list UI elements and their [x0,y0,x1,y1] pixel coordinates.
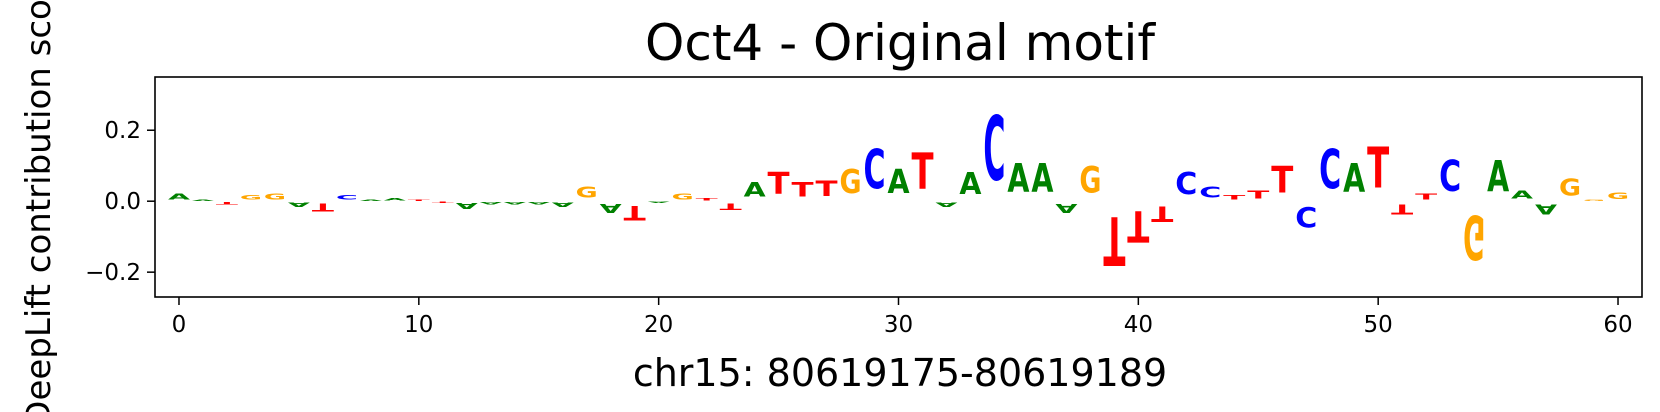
logo-letter-26: T [792,179,815,202]
logo-letter-51: T [1391,201,1413,217]
logo-letter-0: A [168,192,191,201]
x-tick-label: 40 [1124,312,1153,338]
logo-letter-27: T [816,177,838,201]
logo-letter-10: T [408,200,431,202]
logo-letter-1: A [192,199,215,201]
logo-letter-6: T [312,201,335,213]
logo-letter-40: T [1127,201,1149,250]
x-tick-label: 0 [172,312,187,338]
logo-letter-56: A [1511,189,1534,201]
logo-letter-60: G [1607,190,1629,201]
logo-letter-57: A [1535,201,1558,217]
logo-letter-14: A [504,201,527,205]
logo-letters: A ATG GA TC A A TT A A A A AGA T AG TTA T T T G C A TAA C A AAGT… [168,100,1629,278]
logo-letter-58: G [1559,175,1581,201]
logo-letter-3: G [240,194,262,201]
x-axis-ticks: 0 10 20 30 40 50 60 [172,297,1633,338]
x-tick-label: 30 [884,312,913,338]
logo-letter-36: A [1031,156,1053,202]
logo-letter-33: A [959,166,981,201]
x-tick-label: 60 [1603,312,1632,338]
logo-letter-30: A [887,163,909,202]
x-axis-label: chr15: 80619175-80619189 [633,351,1167,395]
logo-letter-18: A [600,201,622,215]
logo-letter-35: A [1007,156,1029,202]
chart-title: Oct4 - Original motif [645,14,1156,72]
logo-letter-39: T [1103,201,1125,279]
logo-letter-17: G [576,184,598,201]
logo-letter-46: T [1271,160,1294,202]
logo-letter-2: T [216,201,239,204]
logo-letter-38: G [1079,158,1101,201]
logo-letter-11: T [432,201,455,203]
logo-letter-19: T [624,201,647,224]
logo-letter-5: A [288,201,310,208]
logo-letter-12: A [456,201,479,210]
logo-letter-4: G [264,192,286,201]
logo-letter-9: A [384,198,407,202]
y-tick-label: 0.2 [104,118,141,144]
logo-letter-49: A [1343,156,1365,202]
logo-letter-16: A [552,201,574,208]
logo-letter-34: C [983,100,1005,202]
logo-letter-52: T [1415,192,1437,201]
logo-letter-25: T [768,167,791,202]
logo-letter-37: A [1055,201,1077,215]
x-tick-label: 20 [644,312,673,338]
logo-letter-42: C [1175,167,1197,202]
logo-letter-47: C [1295,201,1317,233]
y-axis-ticks: −0.2 0.0 0.2 [85,118,155,286]
logo-letter-7: C [336,194,358,201]
logo-letter-13: A [480,201,503,205]
logo-letter-21: G [672,192,694,201]
logo-letter-32: A [935,201,957,208]
logo-letter-44: T [1223,194,1245,201]
logo-letter-22: T [696,198,719,201]
logo-letter-53: C [1439,152,1461,202]
y-tick-label: 0.0 [104,189,141,215]
logo-letter-54: G [1463,200,1485,271]
logo-letter-29: C [863,139,885,202]
logo-letter-41: T [1151,201,1173,225]
logo-letter-23: T [720,201,743,212]
y-tick-label: −0.2 [85,260,141,286]
x-tick-label: 10 [404,312,433,338]
logo-letter-48: C [1319,139,1341,202]
logo-letter-24: A [744,178,766,201]
logo-letter-50: T [1367,135,1389,201]
logo-letter-28: G [839,163,861,202]
logo-letter-55: A [1487,151,1509,201]
logo-letter-8: A [360,199,383,201]
y-axis-label: DeepLift contribution scores [19,0,59,412]
plot-frame [154,76,1643,298]
logo-letter-31: T [911,143,933,201]
logo-letter-45: T [1247,189,1270,201]
x-tick-label: 50 [1364,312,1393,338]
logo-letter-15: A [528,201,551,205]
logo-letter-43: C [1199,184,1221,202]
logo-letter-59: G [1583,199,1605,201]
logo-letter-20: A [648,201,671,203]
